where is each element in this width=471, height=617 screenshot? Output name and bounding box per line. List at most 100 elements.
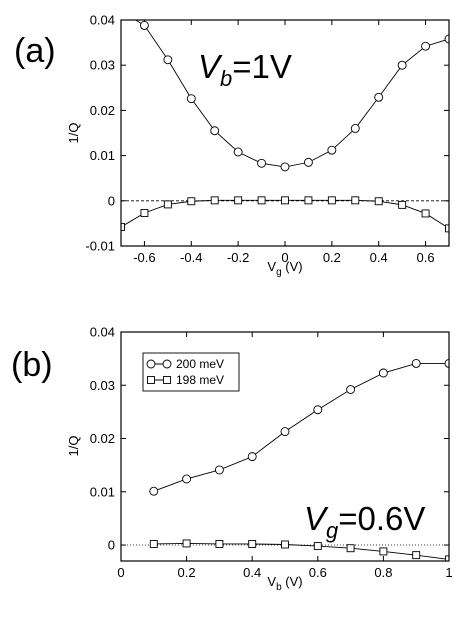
chart-a-series-1-point	[327, 145, 337, 155]
chart-a-xtick-label: 0	[281, 250, 288, 265]
chart-a: -0.6 -0.4 -0.2 0 0.2 0.4 0.6 -0.01 0 0.01 0.02 0.03…	[14, 7, 450, 278]
chart-a-series-2-point	[187, 197, 196, 206]
chart-a-ytick-label: -0.01	[85, 239, 115, 254]
chart-b-series-1-point	[182, 474, 192, 484]
chart-a-series-1-point	[139, 20, 149, 30]
chart-a-series-2-point	[374, 197, 383, 206]
chart-b-legend: 200 meV 198 meV	[142, 352, 240, 392]
chart-b-legend-label-2: 198 meV	[176, 373, 224, 387]
chart-b-frame	[120, 331, 450, 562]
chart-b-series-1-point	[444, 358, 449, 368]
chart-b-ytick-label: 0	[108, 538, 115, 553]
chart-a-series-1-point	[303, 157, 313, 167]
chart-b-series-2-point	[412, 551, 421, 560]
chart-b-annotation-sub: g	[326, 518, 339, 543]
chart-a-series-1-point	[397, 60, 407, 70]
chart-b-xlabel: Vb (V)	[267, 574, 302, 593]
chart-b-annotation-var: V	[304, 500, 329, 537]
chart-b-series-1-point	[346, 385, 356, 394]
chart-a-series-2-point	[445, 224, 449, 233]
chart-a-ytick-label: 0.03	[90, 58, 115, 73]
chart-b-series-2-point	[182, 539, 191, 548]
chart-b-series-2-point	[281, 540, 289, 549]
chart-a-ytick-label: 0.04	[90, 13, 115, 28]
chart-a-ylabel: 1/Q	[66, 123, 81, 144]
chart-b-series-1-point	[149, 486, 159, 496]
chart-b-series-2-line	[153, 542, 449, 560]
chart-b-legend-label-1: 200 meV	[176, 357, 224, 371]
chart-b-series-1-point	[313, 405, 323, 415]
chart-a-panel-label: (a)	[14, 32, 56, 70]
chart-b-series-2	[149, 539, 449, 561]
chart-a-series-2-point	[304, 196, 313, 205]
chart-b-series-1-point	[214, 465, 224, 475]
chart-b-xlabel-rest: (V)	[282, 574, 303, 589]
chart-a-annotation-sub: b	[220, 66, 232, 91]
chart-b-series-2-point	[215, 540, 224, 548]
chart-a-series-1-line	[134, 20, 449, 168]
chart-b-xlabel-sub: b	[276, 582, 282, 593]
chart-a-frame	[120, 19, 450, 247]
chart-a-annotation: Vb=1V	[198, 48, 292, 91]
chart-a-xtick-label: 0.4	[370, 250, 388, 265]
chart-a-series-1-point	[374, 92, 384, 102]
chart-b-ytick-label: 0.03	[90, 378, 115, 393]
chart-a-series-2-point	[234, 196, 243, 205]
chart-b-panel-label: (b)	[11, 346, 53, 384]
chart-b-ytick-label: 0.02	[90, 431, 115, 446]
chart-b-series-1	[149, 358, 449, 496]
chart-b-series-2-point	[379, 547, 388, 556]
chart-b-legend-box	[142, 352, 240, 392]
chart-a-series-2-point	[121, 223, 125, 231]
chart-b-annotation-rest: =0.6V	[338, 500, 425, 537]
chart-b-xtick-label: 0.2	[178, 565, 196, 580]
chart-b: 0 0.2 0.4 0.6 0.8 1 0 0.01 0.02 0.03 0.04 Vb (V) 1/Q…	[11, 325, 453, 594]
chart-a-series-2-point	[281, 196, 289, 205]
chart-a-xtick-label: -0.6	[133, 250, 155, 265]
chart-b-series-1-line	[153, 362, 449, 492]
chart-b-legend-marker-2	[147, 376, 155, 384]
chart-a-series-2-point	[351, 196, 360, 205]
chart-b-series-1-point	[378, 368, 388, 378]
chart-a-series-1-point	[280, 162, 290, 172]
chart-b-ytick-label: 0.04	[90, 325, 115, 340]
chart-a-series-2-point	[140, 209, 149, 217]
chart-b-series-1-point	[280, 427, 290, 437]
chart-a-xtick-label: 0.2	[323, 250, 341, 265]
chart-b-legend-marker-2	[163, 376, 171, 384]
chart-b-annotation: Vg=0.6V	[304, 500, 425, 543]
chart-a-xlabel-sub: g	[276, 267, 282, 278]
chart-b-ytick-label: 0.01	[90, 484, 115, 499]
chart-a-annotation-rest: =1V	[232, 48, 292, 85]
chart-a-xtick-label: -0.2	[227, 250, 249, 265]
chart-a-series-1-point	[421, 41, 431, 51]
chart-a-series-1-point	[117, 7, 125, 15]
chart-b-legend-marker-1	[162, 359, 172, 369]
chart-a-xlabel-main: V	[267, 259, 276, 274]
chart-a-xtick-label: -0.4	[180, 250, 202, 265]
chart-a-xtick-label: 0.6	[417, 250, 435, 265]
chart-b-series-2-point	[149, 540, 158, 548]
chart-a-series-2-point	[421, 209, 430, 218]
chart-b-series-1-point	[247, 452, 257, 462]
chart-a-xlabel-rest: (V)	[282, 259, 303, 274]
chart-a-series-2-point	[398, 200, 407, 209]
chart-b-xtick-label: 0.6	[309, 565, 327, 580]
chart-b-series-2-point	[445, 555, 449, 561]
chart-b-xtick-label: 0	[117, 565, 124, 580]
chart-b-xtick-label: 0.4	[243, 565, 261, 580]
chart-a-ytick-label: 0.02	[90, 103, 115, 118]
chart-b-series-1-point	[411, 358, 421, 368]
chart-a-xlabel: Vg (V)	[267, 259, 302, 278]
chart-a-series-1-point	[350, 124, 360, 133]
chart-a-series-1-point	[163, 55, 173, 65]
chart-b-xtick-label: 1	[445, 565, 452, 580]
chart-a-series-1-point	[233, 147, 243, 157]
chart-b-series-2-point	[346, 544, 355, 553]
chart-b-series-2-point	[248, 540, 257, 548]
chart-a-series-2-point	[163, 200, 172, 209]
chart-b-legend-marker-1	[146, 359, 156, 369]
chart-a-series-1-point	[186, 94, 196, 104]
chart-a-ytick-label: 0.01	[90, 148, 115, 163]
